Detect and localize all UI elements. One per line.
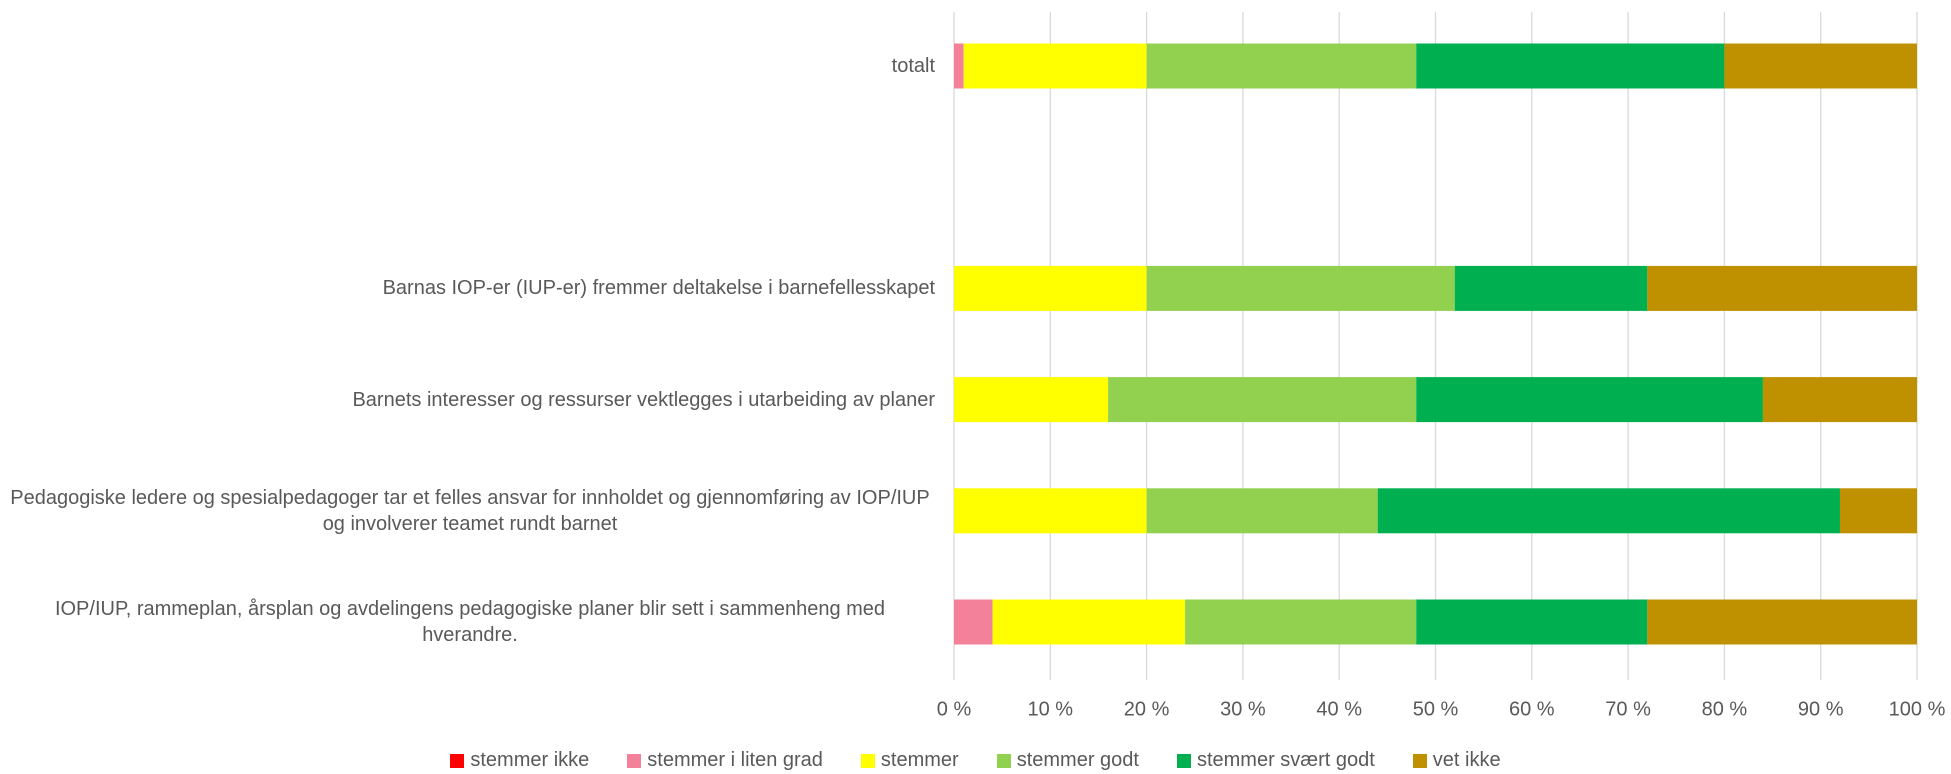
bar-segment bbox=[1108, 377, 1417, 423]
bar-segment bbox=[992, 599, 1186, 645]
bar-segment bbox=[1185, 599, 1417, 645]
bar-segment bbox=[954, 599, 993, 645]
category-label: Barnets interesser og ressurser vektlegg… bbox=[352, 388, 935, 411]
legend-swatch bbox=[627, 753, 642, 768]
legend-item: stemmer bbox=[860, 749, 959, 772]
legend-swatch bbox=[860, 753, 875, 768]
bar-segment bbox=[954, 43, 964, 89]
bar-segment bbox=[1724, 43, 1917, 89]
bar-segment bbox=[954, 488, 1147, 534]
bar-segment bbox=[1146, 43, 1417, 89]
legend-label: stemmer godt bbox=[1016, 749, 1139, 771]
x-tick-label: 50 % bbox=[1413, 698, 1459, 720]
bar-segment bbox=[1762, 377, 1917, 423]
bar-segment bbox=[1416, 377, 1763, 423]
bar-segment bbox=[1647, 265, 1917, 311]
legend-item: stemmer i liten grad bbox=[627, 749, 823, 772]
x-tick-label: 40 % bbox=[1316, 698, 1362, 720]
legend-item: stemmer ikke bbox=[450, 749, 589, 772]
x-tick-label: 0 % bbox=[937, 698, 972, 720]
x-tick-label: 80 % bbox=[1702, 698, 1748, 720]
x-tick-label: 70 % bbox=[1605, 698, 1651, 720]
x-tick-label: 100 % bbox=[1889, 698, 1946, 720]
x-tick-label: 10 % bbox=[1028, 698, 1074, 720]
category-label: totalt bbox=[891, 55, 935, 77]
legend-swatch bbox=[996, 753, 1011, 768]
bar-segment bbox=[1839, 488, 1917, 534]
legend-label: stemmer i liten grad bbox=[647, 749, 823, 771]
category-label: Barnas IOP-er (IUP-er) fremmer deltakels… bbox=[382, 277, 935, 300]
bar-segment bbox=[1146, 488, 1378, 534]
chart: 0 % 10 % 20 % 30 % 40 % 50 % 60 % 70 % 80 % 90 % 1… bbox=[937, 12, 1946, 720]
legend-item: stemmer godt bbox=[996, 749, 1139, 772]
legend-label: stemmer svært godt bbox=[1196, 749, 1375, 771]
legend-swatch bbox=[1176, 753, 1191, 768]
legend-label: stemmer ikke bbox=[470, 749, 590, 771]
legend-swatch bbox=[450, 753, 465, 768]
bar-segment bbox=[1454, 265, 1648, 311]
category-label: Pedagogiske ledere og spesialpedagoger t… bbox=[10, 486, 930, 535]
bar-segment bbox=[963, 43, 1147, 89]
legend-label: vet ikke bbox=[1432, 749, 1501, 771]
bar-segment bbox=[1416, 599, 1648, 645]
bar-segment bbox=[1146, 265, 1455, 311]
bar-segment bbox=[1377, 488, 1840, 534]
category-label: IOP/IUP, rammeplan, årsplan og avdelinge… bbox=[54, 598, 886, 646]
x-tick-label: 20 % bbox=[1124, 698, 1170, 720]
x-tick-label: 60 % bbox=[1509, 698, 1555, 720]
legend: stemmer ikke stemmer i liten grad stemmer s… bbox=[0, 749, 1951, 772]
bar-segment bbox=[954, 265, 1147, 311]
legend-item: vet ikke bbox=[1412, 749, 1501, 772]
bar-segment bbox=[1416, 43, 1725, 89]
x-tick-label: 30 % bbox=[1220, 698, 1266, 720]
legend-swatch bbox=[1412, 753, 1427, 768]
legend-item: stemmer svært godt bbox=[1176, 749, 1375, 772]
legend-label: stemmer bbox=[880, 749, 959, 771]
bar-segment bbox=[1647, 599, 1917, 645]
bar-segment bbox=[954, 377, 1109, 423]
x-tick-label: 90 % bbox=[1798, 698, 1844, 720]
